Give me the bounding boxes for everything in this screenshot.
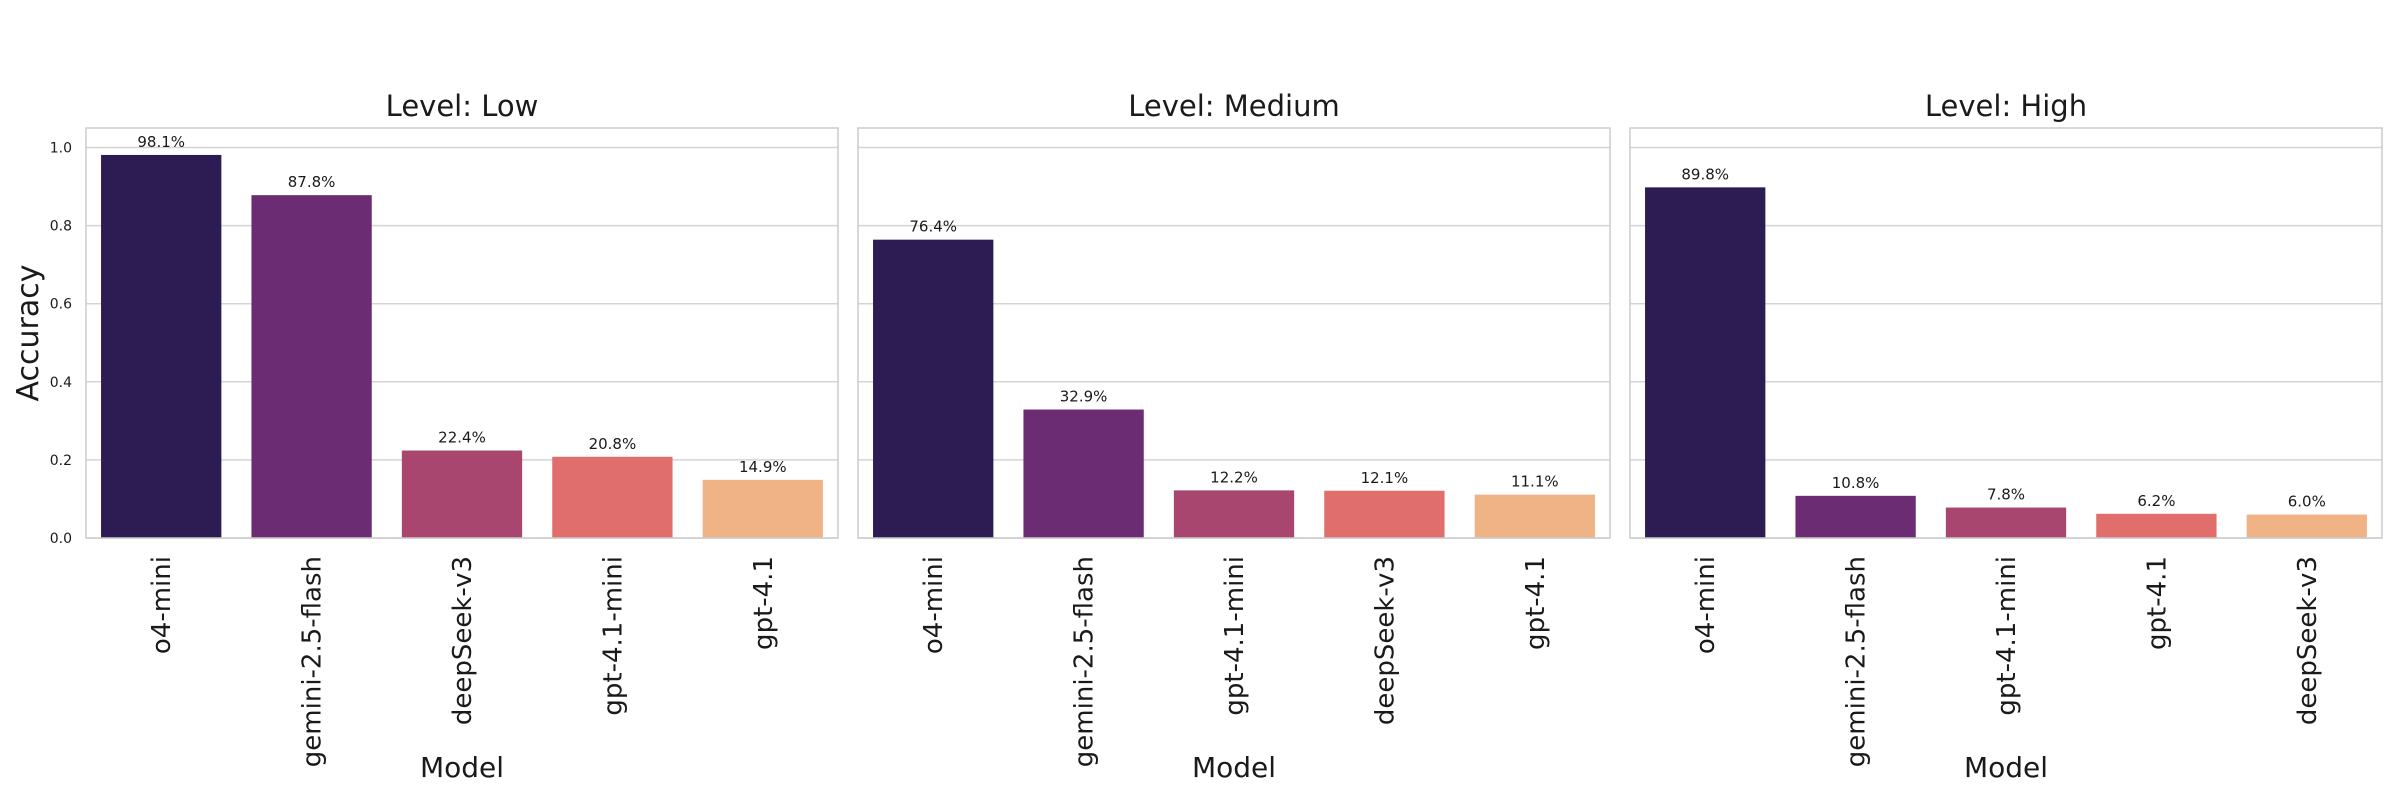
x-tick-label: gpt-4.1-mini (1992, 556, 2022, 716)
x-tick-label: gpt-4.1-mini (598, 556, 628, 716)
bar (873, 239, 994, 538)
data-label: 32.9% (1060, 388, 1108, 406)
bar (1173, 490, 1295, 538)
data-label: 14.9% (739, 458, 787, 476)
x-tick-label: gpt-4.1 (2142, 556, 2172, 650)
x-tick-label: gemini-2.5-flash (1070, 556, 1100, 767)
chart-panel-2: 76.4% o4-mini 32.9% gemini-2.5-flash 12.2% gp… (857, 89, 1611, 784)
x-tick-label: gpt-4.1 (1521, 556, 1551, 650)
data-label: 12.1% (1361, 469, 1409, 487)
panel-title: Level: High (1925, 89, 2087, 123)
x-tick-label: gpt-4.1 (749, 556, 779, 650)
bar (1324, 490, 1445, 538)
data-label: 11.1% (1511, 473, 1559, 491)
x-tick-label: deepSeek-v3 (448, 556, 478, 725)
x-tick-label: deepSeek-v3 (2293, 556, 2323, 725)
data-label: 20.8% (589, 435, 637, 453)
x-axis-label: Model (1192, 751, 1276, 784)
chart-panel-3: 89.8% o4-mini 10.8% gemini-2.5-flash 7.8% gpt… (1629, 89, 2383, 784)
bar (401, 450, 523, 538)
x-axis-label: Model (420, 751, 504, 784)
bar (552, 456, 673, 538)
y-axis-label: Accuracy (11, 265, 46, 402)
panel-title: Level: Low (386, 89, 539, 123)
bar (251, 195, 372, 538)
y-tick-label: 0.2 (50, 453, 72, 469)
y-tick-label: 0.0 (50, 531, 72, 547)
y-tick-label: 0.6 (50, 297, 72, 313)
x-tick-label: o4-mini (919, 556, 949, 654)
data-label: 22.4% (438, 429, 486, 447)
plot-frame (857, 127, 1611, 539)
bar (702, 479, 823, 538)
bar (1474, 494, 1595, 538)
x-tick-label: o4-mini (1691, 556, 1721, 654)
x-tick-label: gemini-2.5-flash (298, 556, 328, 767)
x-tick-label: gpt-4.1-mini (1220, 556, 1250, 716)
y-tick-label: 0.4 (50, 375, 72, 391)
plot-frame (85, 127, 839, 539)
data-label: 98.1% (137, 133, 185, 151)
data-label: 10.8% (1832, 474, 1880, 492)
bar (1945, 507, 2067, 538)
data-label: 7.8% (1987, 486, 2025, 504)
data-label: 6.0% (2288, 493, 2326, 511)
x-tick-label: deepSeek-v3 (1370, 556, 1400, 725)
bar (1795, 495, 1916, 538)
bar (1645, 187, 1766, 538)
data-label: 12.2% (1210, 468, 1258, 486)
plot-frame (1629, 127, 2383, 539)
data-label: 87.8% (288, 173, 336, 191)
data-label: 6.2% (2137, 492, 2175, 510)
bar (101, 154, 222, 538)
x-tick-label: o4-mini (147, 556, 177, 654)
bar (2246, 514, 2367, 538)
panel-title: Level: Medium (1128, 89, 1340, 123)
data-label: 76.4% (909, 218, 957, 236)
chart-panel-1: 98.1% o4-mini 87.8% gemini-2.5-flash 22.4% de… (11, 89, 839, 784)
data-label: 89.8% (1681, 165, 1729, 183)
bar (2096, 513, 2217, 538)
bar (1023, 409, 1144, 538)
x-tick-label: gemini-2.5-flash (1842, 556, 1872, 767)
y-tick-label: 0.8 (50, 219, 72, 235)
x-axis-label: Model (1964, 751, 2048, 784)
y-tick-label: 1.0 (50, 141, 72, 157)
